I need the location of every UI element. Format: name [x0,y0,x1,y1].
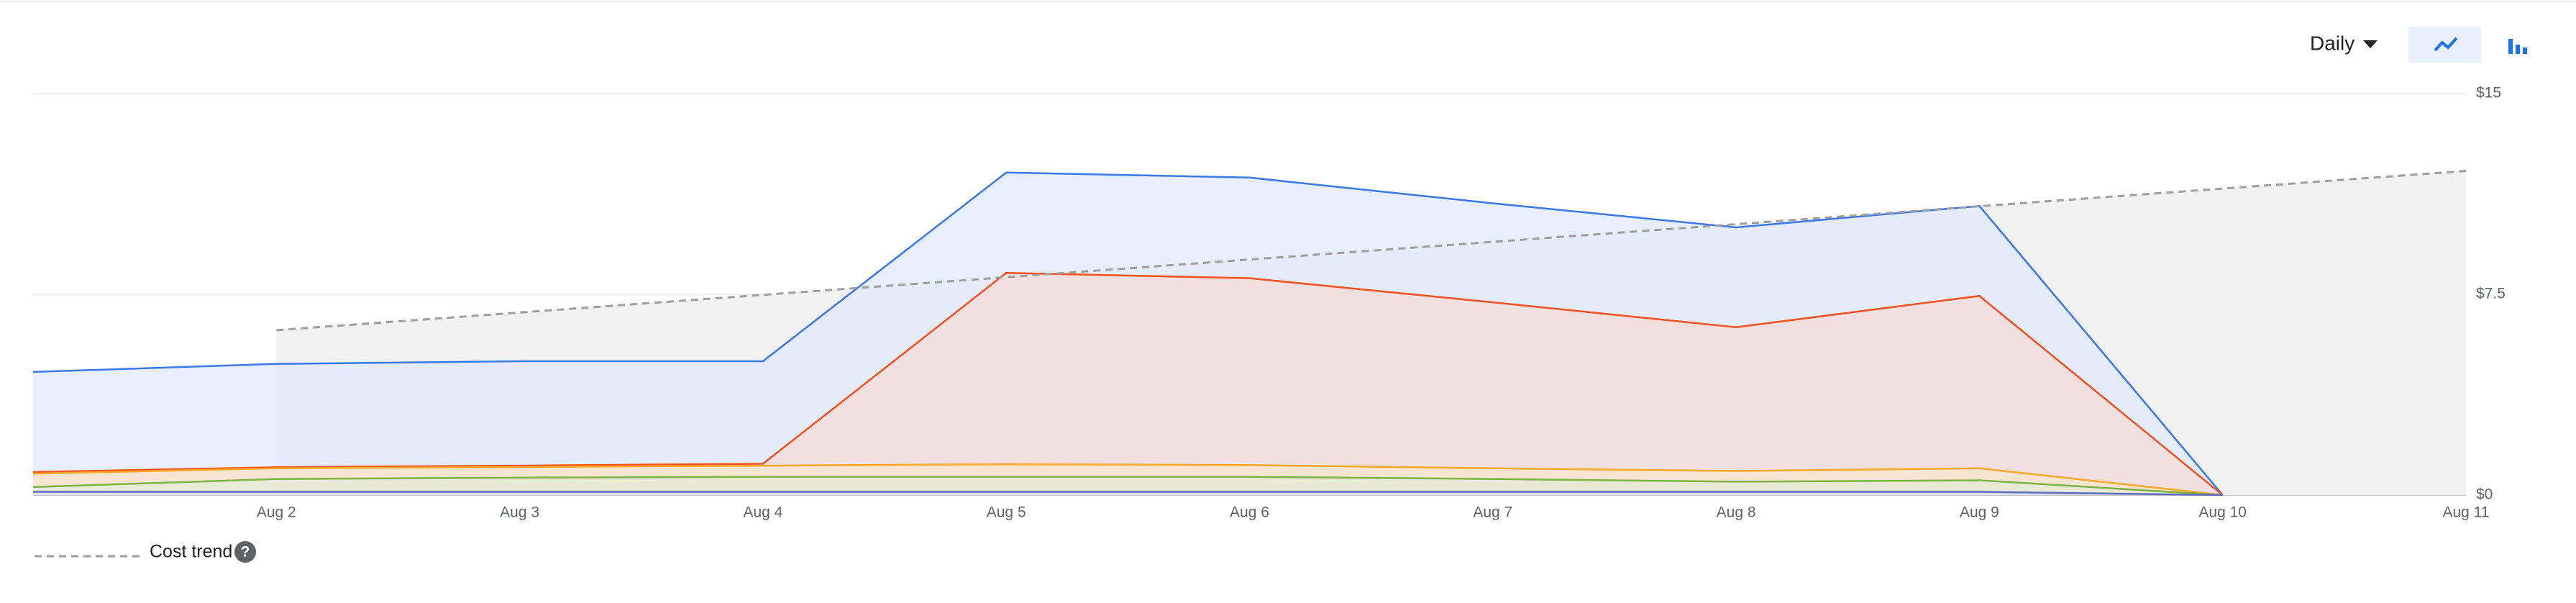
x-tick-label: Aug 8 [1717,504,1756,521]
series-line [32,463,2223,497]
bar-chart-toggle[interactable] [2508,39,2527,54]
x-tick-label: Aug 6 [1230,504,1269,521]
granularity-dropdown[interactable]: Daily [2310,32,2378,54]
dropdown-label: Daily [2310,32,2355,54]
line-chart-toggle[interactable] [2408,27,2481,63]
legend: Cost trend ? [35,541,256,563]
area [33,273,2223,495]
help-icon[interactable] [234,541,256,563]
x-tick-label: Aug 4 [743,504,782,521]
x-tick-label: Aug 3 [500,504,539,521]
x-tick-label: Aug 2 [257,504,296,521]
x-tick-label: Aug 11 [2443,504,2490,521]
series-line [32,171,2224,496]
x-tick-label: Aug 7 [1473,504,1512,521]
x-tick-label: Aug 9 [1960,504,1999,521]
bar-icon [2516,45,2520,54]
plot-area: $0 $7.5 $15 Aug 2 Aug 3 Aug 4 Aug 5 Aug 6 Aug 7 A… [32,85,2506,521]
x-tick-label: Aug 10 [2198,504,2247,521]
help-icon-glyph: ? [241,544,250,561]
line-icon [2434,37,2458,52]
bar-icon [2508,39,2513,54]
x-tick-label: Aug 5 [987,504,1026,521]
dropdown-caret [2363,40,2378,48]
series-line [33,491,2223,497]
series-line [32,476,2223,497]
legend-label: Cost trend [150,542,232,562]
bar-icon [2523,47,2527,54]
y-tick-label: $0 [2476,486,2493,503]
series-line [32,271,2224,496]
y-tick-label: $15 [2476,85,2501,101]
y-tick-label: $7.5 [2476,286,2506,302]
